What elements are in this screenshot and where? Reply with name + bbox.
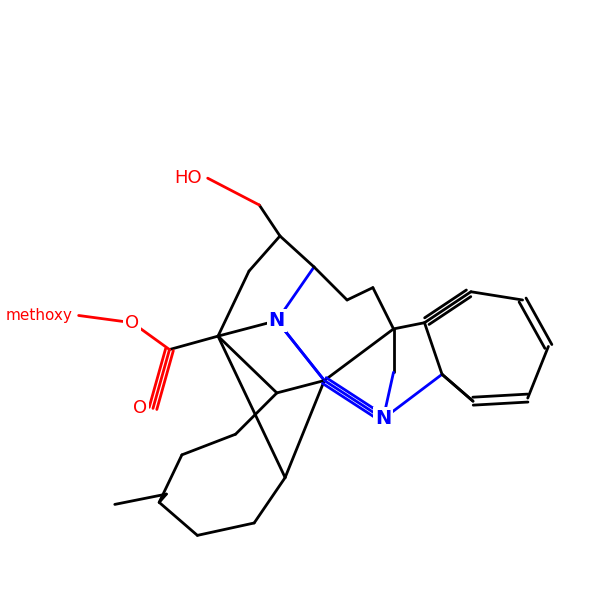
Text: N: N [375,409,391,428]
Text: methoxy: methoxy [6,308,73,323]
Text: N: N [269,311,285,330]
Text: O: O [133,400,148,418]
Text: HO: HO [175,169,202,187]
Text: O: O [125,314,139,332]
